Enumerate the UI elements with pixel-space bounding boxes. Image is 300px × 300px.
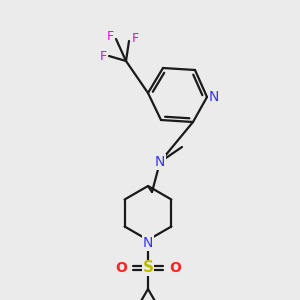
Text: F: F: [106, 29, 114, 43]
Text: S: S: [142, 260, 154, 275]
Text: N: N: [155, 155, 165, 169]
Text: F: F: [131, 32, 139, 46]
Text: F: F: [99, 50, 106, 62]
Text: N: N: [143, 236, 153, 250]
Text: O: O: [169, 261, 181, 275]
Text: O: O: [115, 261, 127, 275]
Text: N: N: [209, 90, 219, 104]
